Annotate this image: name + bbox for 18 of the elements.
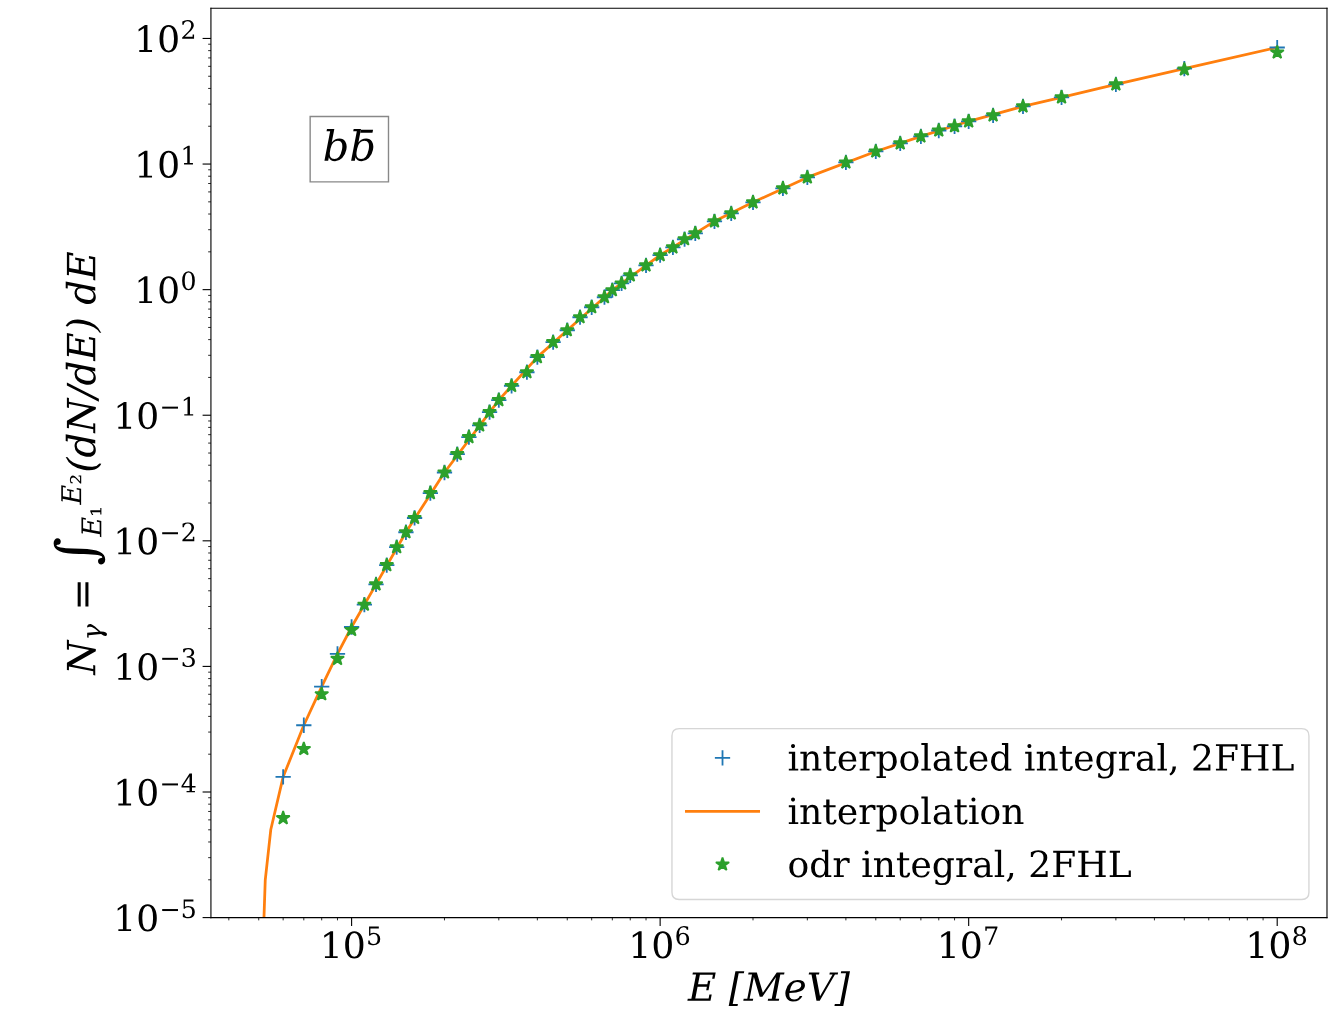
legend-label: interpolation <box>788 796 1024 832</box>
y-tick-label: 10$^{−2}$ <box>117 522 195 555</box>
legend-label: interpolated integral, 2FHL <box>788 743 1294 779</box>
x-tick-label: 10$^{6}$ <box>632 926 690 959</box>
x-tick-label: 10$^{7}$ <box>941 926 998 959</box>
y-tick-label: 10$^{−4}$ <box>117 773 196 806</box>
y-tick-label: 10$^{−1}$ <box>117 396 194 430</box>
y-tick-label: 10$^{0}$ <box>138 271 195 304</box>
y-axis-title: N$_{γ}$ = ∫$_{E₁}$$^{E₂}$(dN/dE) dE <box>53 252 107 676</box>
y-tick-label: 10$^{1}$ <box>138 145 193 179</box>
annotation: bb̄ <box>324 129 374 162</box>
x-tick-label: 10$^{8}$ <box>1249 926 1307 959</box>
x-tick-label: 10$^{5}$ <box>324 926 381 959</box>
y-tick-label: 10$^{−3}$ <box>117 647 195 681</box>
y-tick-label: 10$^{−5}$ <box>117 899 195 932</box>
x-axis-title: E [MeV] <box>687 971 850 1006</box>
legend-label: odr integral, 2FHL <box>789 849 1131 886</box>
y-tick-label: 10$^{2}$ <box>138 20 195 53</box>
